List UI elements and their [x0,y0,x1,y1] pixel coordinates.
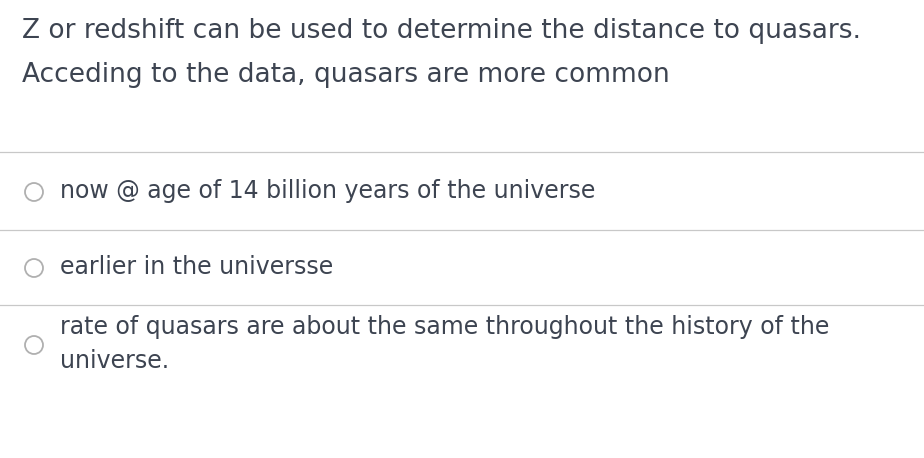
Text: Acceding to the data, quasars are more common: Acceding to the data, quasars are more c… [22,62,670,88]
Text: Z or redshift can be used to determine the distance to quasars.: Z or redshift can be used to determine t… [22,18,861,44]
Text: now @ age of 14 billion years of the universe: now @ age of 14 billion years of the uni… [60,179,595,203]
Text: rate of quasars are about the same throughout the history of the
universe.: rate of quasars are about the same throu… [60,315,830,373]
Text: earlier in the universse: earlier in the universse [60,255,334,279]
